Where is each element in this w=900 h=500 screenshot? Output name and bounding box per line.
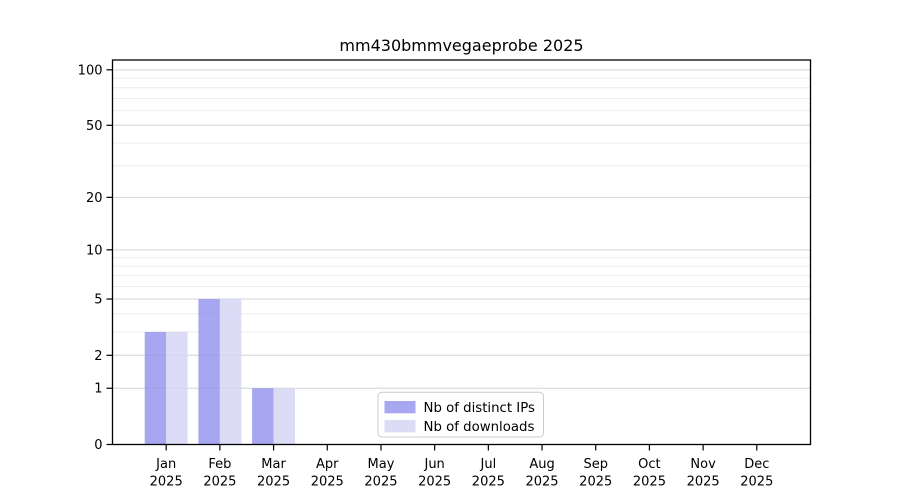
y-tick-label: 1 xyxy=(94,382,102,397)
bar-distinct-ips xyxy=(252,388,274,445)
y-tick-label: 5 xyxy=(94,293,102,308)
y-tick-label: 100 xyxy=(78,63,103,78)
x-tick-label: Apr 2025 xyxy=(311,457,344,490)
x-tick-label: Feb 2025 xyxy=(203,457,236,490)
x-tick-label: Sep 2025 xyxy=(579,457,612,490)
legend-label-downloads: Nb of downloads xyxy=(424,420,535,435)
y-axis: 0 1 2 5 10 20 50 100 xyxy=(78,63,113,453)
bar-downloads xyxy=(273,388,296,445)
x-tick-label: Aug 2025 xyxy=(525,457,558,490)
x-tick-label: Oct 2025 xyxy=(633,457,666,490)
bar-downloads xyxy=(166,331,188,445)
legend-box xyxy=(377,391,544,438)
gridlines xyxy=(112,69,811,389)
legend-label-distinct-ips: Nb of distinct IPs xyxy=(424,401,536,416)
y-tick-label: 20 xyxy=(86,191,103,206)
legend-swatch-downloads xyxy=(384,420,416,433)
legend: Nb of distinct IPs Nb of downloads xyxy=(377,391,544,438)
y-tick-label: 0 xyxy=(94,438,102,453)
y-tick-label: 50 xyxy=(86,119,103,134)
plot-area-border xyxy=(111,59,812,446)
x-tick-label: Nov 2025 xyxy=(687,457,720,490)
y-tick-label: 10 xyxy=(86,243,103,258)
x-tick-label: Dec 2025 xyxy=(740,457,773,490)
y-tick-label: 2 xyxy=(94,349,102,364)
bar-distinct-ips xyxy=(198,299,220,445)
bar-downloads xyxy=(219,299,242,445)
x-tick-label: May 2025 xyxy=(364,457,397,490)
x-tick-label: Jan 2025 xyxy=(150,457,183,490)
bars xyxy=(144,299,296,445)
x-tick-label: Jun 2025 xyxy=(418,457,451,490)
legend-swatch-distinct-ips xyxy=(384,401,416,414)
x-tick-label: Mar 2025 xyxy=(257,457,290,490)
x-tick-label: Jul 2025 xyxy=(472,457,505,490)
bar-distinct-ips xyxy=(144,331,167,445)
x-axis: Jan 2025 Feb 2025 Mar 2025 Apr 2025 May 2025 Jun 20… xyxy=(150,444,773,490)
chart-title: mm430bmmvegaeprobe 2025 xyxy=(339,36,583,55)
